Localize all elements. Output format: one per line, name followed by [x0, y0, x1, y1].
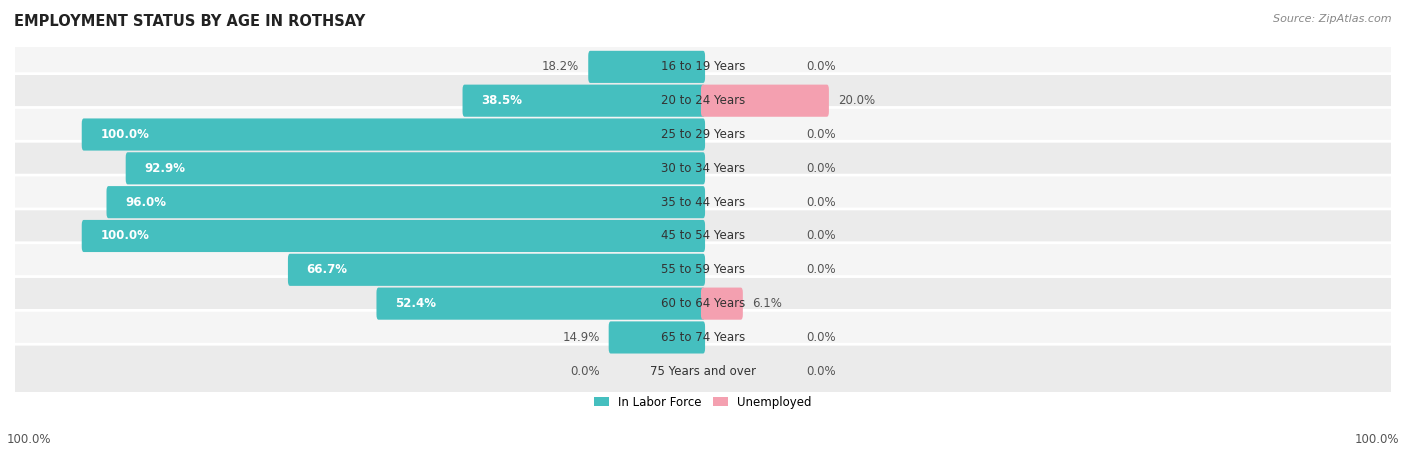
Text: 0.0%: 0.0%: [806, 196, 835, 209]
Text: 20 to 24 Years: 20 to 24 Years: [661, 94, 745, 107]
Text: 100.0%: 100.0%: [100, 128, 149, 141]
FancyBboxPatch shape: [609, 322, 704, 354]
Text: 16 to 19 Years: 16 to 19 Years: [661, 60, 745, 74]
FancyBboxPatch shape: [288, 254, 704, 286]
Text: 52.4%: 52.4%: [395, 297, 436, 310]
FancyBboxPatch shape: [377, 288, 704, 320]
FancyBboxPatch shape: [11, 74, 1395, 128]
Text: 0.0%: 0.0%: [806, 263, 835, 276]
Text: 6.1%: 6.1%: [752, 297, 782, 310]
FancyBboxPatch shape: [82, 220, 704, 252]
Text: 0.0%: 0.0%: [806, 128, 835, 141]
Text: 45 to 54 Years: 45 to 54 Years: [661, 230, 745, 243]
FancyBboxPatch shape: [11, 310, 1395, 364]
Text: 65 to 74 Years: 65 to 74 Years: [661, 331, 745, 344]
Text: 92.9%: 92.9%: [145, 162, 186, 175]
FancyBboxPatch shape: [82, 119, 704, 151]
Text: Source: ZipAtlas.com: Source: ZipAtlas.com: [1274, 14, 1392, 23]
Text: 0.0%: 0.0%: [806, 230, 835, 243]
FancyBboxPatch shape: [588, 51, 704, 83]
FancyBboxPatch shape: [11, 243, 1395, 297]
Text: 20.0%: 20.0%: [838, 94, 875, 107]
Text: 0.0%: 0.0%: [806, 162, 835, 175]
FancyBboxPatch shape: [125, 152, 704, 184]
FancyBboxPatch shape: [11, 344, 1395, 398]
FancyBboxPatch shape: [11, 141, 1395, 195]
Text: 100.0%: 100.0%: [100, 230, 149, 243]
FancyBboxPatch shape: [702, 85, 830, 117]
Text: 96.0%: 96.0%: [125, 196, 166, 209]
Legend: In Labor Force, Unemployed: In Labor Force, Unemployed: [589, 391, 817, 413]
Text: 100.0%: 100.0%: [1354, 433, 1399, 446]
Text: 0.0%: 0.0%: [806, 60, 835, 74]
Text: 14.9%: 14.9%: [562, 331, 600, 344]
Text: 35 to 44 Years: 35 to 44 Years: [661, 196, 745, 209]
FancyBboxPatch shape: [702, 288, 742, 320]
Text: 38.5%: 38.5%: [481, 94, 522, 107]
Text: 18.2%: 18.2%: [543, 60, 579, 74]
Text: 0.0%: 0.0%: [806, 331, 835, 344]
Text: 25 to 29 Years: 25 to 29 Years: [661, 128, 745, 141]
Text: 55 to 59 Years: 55 to 59 Years: [661, 263, 745, 276]
FancyBboxPatch shape: [11, 107, 1395, 161]
Text: 100.0%: 100.0%: [7, 433, 52, 446]
Text: 75 Years and over: 75 Years and over: [650, 365, 756, 378]
Text: 30 to 34 Years: 30 to 34 Years: [661, 162, 745, 175]
Text: 60 to 64 Years: 60 to 64 Years: [661, 297, 745, 310]
Text: EMPLOYMENT STATUS BY AGE IN ROTHSAY: EMPLOYMENT STATUS BY AGE IN ROTHSAY: [14, 14, 366, 28]
FancyBboxPatch shape: [107, 186, 704, 218]
FancyBboxPatch shape: [11, 276, 1395, 331]
Text: 0.0%: 0.0%: [571, 365, 600, 378]
FancyBboxPatch shape: [11, 40, 1395, 94]
FancyBboxPatch shape: [463, 85, 704, 117]
FancyBboxPatch shape: [11, 175, 1395, 229]
Text: 66.7%: 66.7%: [307, 263, 347, 276]
Text: 0.0%: 0.0%: [806, 365, 835, 378]
FancyBboxPatch shape: [11, 209, 1395, 263]
